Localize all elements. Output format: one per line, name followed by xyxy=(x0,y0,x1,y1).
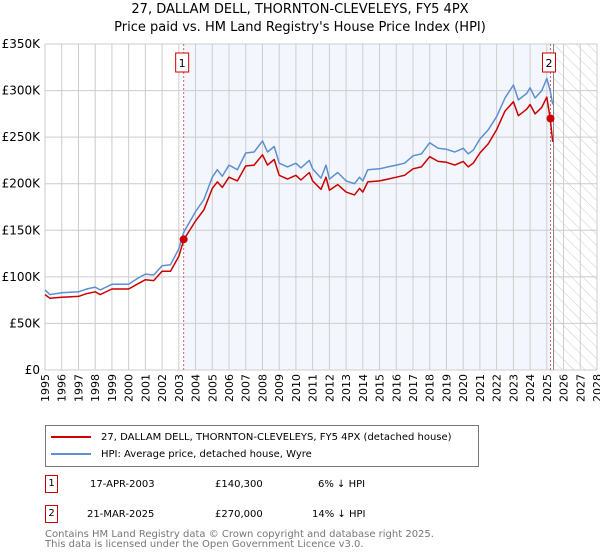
sale-hpi-diff: 6% ↓ HPI xyxy=(318,479,366,490)
future-hatch xyxy=(553,44,597,370)
legend-swatch-property xyxy=(51,436,91,438)
sale-row-2: 2 21-MAR-2025 £270,000 14% ↓ HPI xyxy=(45,505,465,525)
sale-hpi-diff: 14% ↓ HPI xyxy=(312,509,366,520)
x-tick-label: 2015 xyxy=(374,374,387,402)
x-tick-label: 1995 xyxy=(39,374,52,402)
legend-label-property: 27, DALLAM DELL, THORNTON-CLEVELEYS, FY5… xyxy=(101,431,452,443)
sale-badge: 2 xyxy=(45,505,58,523)
sale-flag xyxy=(175,52,190,73)
x-tick-label: 1998 xyxy=(89,374,102,402)
y-tick-label: £100K xyxy=(2,270,42,284)
sale-badge: 1 xyxy=(45,475,58,493)
x-tick-label: 2014 xyxy=(357,374,370,402)
x-tick-label: 2001 xyxy=(139,374,152,402)
x-tick-label: 2010 xyxy=(290,374,303,402)
x-tick-label: 2013 xyxy=(340,374,353,402)
y-tick-label: £150K xyxy=(2,223,42,237)
y-tick-label: £0 xyxy=(25,363,40,377)
sale-price: £140,300 xyxy=(215,479,263,490)
x-tick-label: 2018 xyxy=(424,374,437,402)
x-tick-label: 2020 xyxy=(457,374,470,402)
footer: Contains HM Land Registry data © Crown c… xyxy=(45,530,434,550)
x-tick-label: 2021 xyxy=(474,374,487,402)
x-tick-label: 2008 xyxy=(256,374,269,402)
legend-label-hpi: HPI: Average price, detached house, Wyre xyxy=(101,448,312,460)
y-tick-label: £250K xyxy=(2,130,42,144)
x-tick-label: 2027 xyxy=(574,374,587,402)
sale-flag-label: 2 xyxy=(545,57,552,70)
x-tick-label: 2016 xyxy=(390,374,403,402)
x-tick-label: 1997 xyxy=(72,374,85,402)
legend-swatch-hpi xyxy=(51,453,91,455)
x-tick-label: 2017 xyxy=(407,374,420,402)
sale-flag xyxy=(541,52,556,73)
x-tick-label: 2004 xyxy=(190,374,203,402)
sale-flag-label: 1 xyxy=(179,57,186,70)
x-tick-label: 1996 xyxy=(56,374,69,402)
x-tick-label: 2007 xyxy=(240,374,253,402)
hpi-line xyxy=(44,77,554,296)
sale-date: 21-MAR-2025 xyxy=(87,509,155,520)
x-tick-label: 2023 xyxy=(507,374,520,402)
x-tick-label: 2024 xyxy=(524,374,537,402)
chart-title: 27, DALLAM DELL, THORNTON-CLEVELEYS, FY5… xyxy=(131,2,469,17)
x-tick-label: 2003 xyxy=(173,374,186,402)
y-tick-label: £300K xyxy=(2,84,42,98)
sale-point xyxy=(179,235,188,244)
legend: 27, DALLAM DELL, THORNTON-CLEVELEYS, FY5… xyxy=(45,425,479,467)
x-tick-label: 2000 xyxy=(123,374,136,402)
chart-subtitle: Price paid vs. HM Land Registry's House … xyxy=(114,20,486,35)
x-tick-label: 2011 xyxy=(307,374,320,402)
x-tick-label: 1999 xyxy=(106,374,119,402)
x-tick-label: 2019 xyxy=(440,374,453,402)
x-tick-label: 2009 xyxy=(273,374,286,402)
x-tick-label: 2012 xyxy=(323,374,336,402)
x-tick-label: 2025 xyxy=(541,374,554,402)
footer-line-1: Contains HM Land Registry data © Crown c… xyxy=(45,529,434,540)
x-tick-label: 2006 xyxy=(223,374,236,402)
x-tick-label: 2028 xyxy=(591,374,600,402)
sale-row-1: 1 17-APR-2003 £140,300 6% ↓ HPI xyxy=(45,475,465,495)
x-tick-label: 2026 xyxy=(558,374,571,402)
sale-period-shade xyxy=(183,44,551,370)
sale-point xyxy=(546,114,555,123)
sale-price: £270,000 xyxy=(215,509,263,520)
plot-area: 1995 1996 1997 1998 1999 2000 2001 2002 2003 2004… xyxy=(2,37,600,402)
x-tick-label: 2002 xyxy=(156,374,169,402)
footer-line-2: This data is licensed under the Open Gov… xyxy=(45,539,364,550)
y-tick-label: £50K xyxy=(9,316,41,330)
property-price-line xyxy=(44,96,554,300)
sale-date: 17-APR-2003 xyxy=(90,479,155,490)
x-tick-label: 2022 xyxy=(491,374,504,402)
y-tick-label: £350K xyxy=(2,37,42,51)
x-tick-label: 2005 xyxy=(206,374,219,402)
y-tick-label: £200K xyxy=(2,177,42,191)
